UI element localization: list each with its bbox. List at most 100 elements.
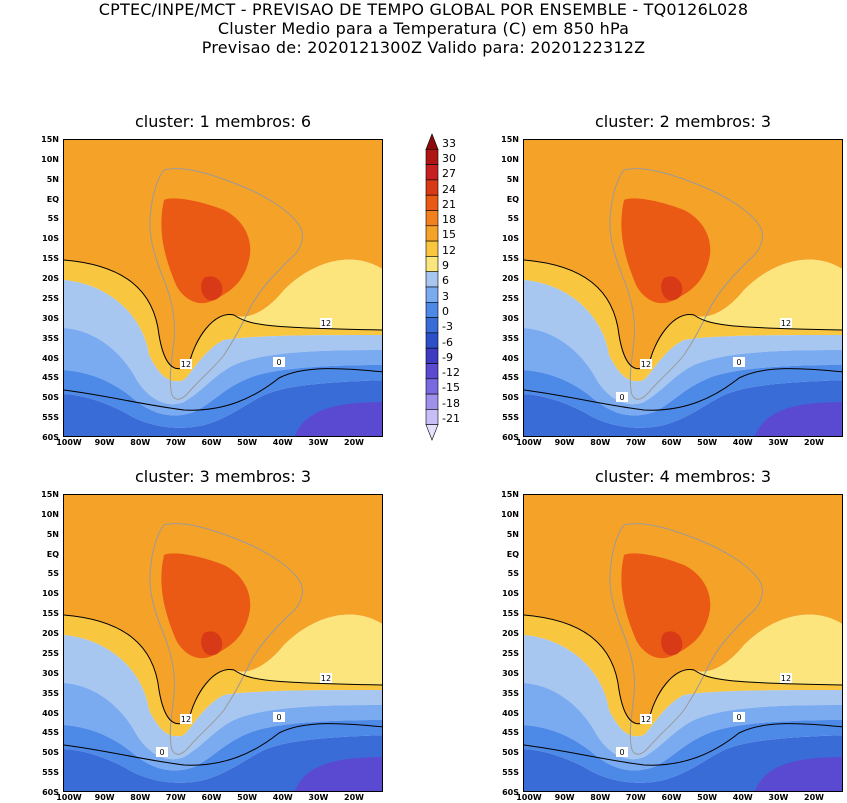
contour-label-bg xyxy=(640,359,652,369)
colorbar-swatch xyxy=(425,286,439,303)
contour-label: 12 xyxy=(181,360,191,369)
temperature-band xyxy=(754,757,842,791)
colorbar-label: 9 xyxy=(442,259,449,273)
lat-tick-label: 35S xyxy=(42,333,59,343)
contour-label: 12 xyxy=(641,360,651,369)
lat-tick-label: 5N xyxy=(506,529,519,539)
lat-tick-label: 25S xyxy=(42,293,59,303)
lat-tick-label: 5N xyxy=(46,174,59,184)
colorbar-swatches xyxy=(425,133,439,441)
lon-tick-label: 100W xyxy=(516,793,542,802)
lon-tick-label: 40W xyxy=(732,793,753,802)
colorbar-label: -9 xyxy=(442,350,453,364)
lat-tick-label: 20S xyxy=(502,274,519,284)
lon-tick-label: 60W xyxy=(201,793,222,802)
lat-tick-label: 5N xyxy=(46,529,59,539)
colorbar-swatch xyxy=(425,240,439,257)
lat-tick-label: 25S xyxy=(502,648,519,658)
contour-label-bg xyxy=(733,712,745,722)
lat-tick-label: 50S xyxy=(502,748,519,758)
lat-tick-label: 55S xyxy=(42,768,59,778)
lon-tick-label: 80W xyxy=(130,438,151,447)
temperature-band xyxy=(64,260,382,382)
temperature-map: 12 12 0 xyxy=(63,139,383,437)
lon-tick-label: 80W xyxy=(590,438,611,447)
colorbar-swatch xyxy=(425,317,439,334)
lat-tick-label: 15N xyxy=(41,135,59,144)
colorbar-swatch xyxy=(425,393,439,410)
lat-tick-label: 30S xyxy=(42,668,59,678)
lon-tick-label: 100W xyxy=(56,438,82,447)
contour-label: 0 xyxy=(276,713,281,722)
temperature-band xyxy=(694,614,842,685)
lon-tick-label: 100W xyxy=(516,438,542,447)
lat-tick-label: 30S xyxy=(502,313,519,323)
lat-tick-label: 35S xyxy=(42,688,59,698)
lat-tick-label: 60S xyxy=(42,788,59,797)
lon-tick-label: 60W xyxy=(661,438,682,447)
warm-core xyxy=(161,198,251,304)
colorbar-label: 21 xyxy=(442,197,456,211)
colorbar-swatch xyxy=(425,194,439,211)
lon-tick-label: 30W xyxy=(308,793,329,802)
lon-tick-label: 30W xyxy=(768,793,789,802)
colorbar-swatch xyxy=(425,363,439,380)
lat-tick-label: 20S xyxy=(502,629,519,639)
temperature-map: 12 12 0 0 xyxy=(523,139,843,437)
contour-label: 12 xyxy=(781,319,791,328)
contour-label-bg xyxy=(616,392,628,402)
temperature-band xyxy=(524,328,842,416)
contour-label: 12 xyxy=(321,674,331,683)
lat-tick-label: EQ xyxy=(506,549,519,559)
lat-tick-label: EQ xyxy=(46,549,59,559)
lat-tick-label: 10S xyxy=(42,589,59,599)
lat-tick-label: 20S xyxy=(42,274,59,284)
colorbar-label: 30 xyxy=(442,151,456,165)
lon-tick-label: 60W xyxy=(201,438,222,447)
lon-tick-label: 20W xyxy=(344,793,364,802)
lon-tick-label: 90W xyxy=(554,438,575,447)
continent-outline xyxy=(149,168,303,400)
contour-0 xyxy=(524,723,842,766)
contour-label-bg xyxy=(733,357,745,367)
temperature-band xyxy=(524,380,842,436)
temperature-band xyxy=(64,365,382,428)
lat-tick-label: 25S xyxy=(42,648,59,658)
temperature-band xyxy=(294,757,382,791)
lat-tick-label: 35S xyxy=(502,333,519,343)
lat-tick-label: 15N xyxy=(501,490,519,499)
colorbar-swatch xyxy=(425,347,439,364)
panel-title: cluster: 3 membros: 3 xyxy=(134,467,312,486)
lat-tick-label: EQ xyxy=(506,194,519,204)
contour-label: 12 xyxy=(181,715,191,724)
lat-tick-label: 30S xyxy=(42,313,59,323)
lat-tick-label: 10S xyxy=(502,589,519,599)
header-line-1: CPTEC/INPE/MCT - PREVISAO DE TEMPO GLOBA… xyxy=(98,0,749,19)
colorbar-label: 0 xyxy=(442,304,449,318)
temperature-band xyxy=(64,280,382,405)
temperature-band xyxy=(524,365,842,428)
contour-label: 0 xyxy=(619,748,624,757)
colorbar-swatch xyxy=(425,133,439,150)
warm-core-max xyxy=(201,276,223,301)
temperature-field: 12 12 0 xyxy=(64,140,382,436)
contour-0 xyxy=(524,368,842,411)
lon-tick-label: 90W xyxy=(94,438,115,447)
colorbar-label: -21 xyxy=(442,412,460,426)
lon-tick-label: 50W xyxy=(237,438,258,447)
lat-tick-label: 10N xyxy=(41,154,59,164)
contour-label-bg xyxy=(320,673,332,683)
lat-tick-label: 55S xyxy=(502,768,519,778)
panel-title: cluster: 4 membros: 3 xyxy=(594,467,772,486)
colorbar-swatch xyxy=(425,256,439,273)
lat-tick-label: 10N xyxy=(501,154,519,164)
lat-tick-label: 45S xyxy=(502,728,519,738)
contour-label-bg xyxy=(640,714,652,724)
colorbar-label: 15 xyxy=(442,228,456,242)
lat-tick-label: 60S xyxy=(42,433,59,442)
contour-label: 0 xyxy=(736,358,741,367)
colorbar-label: -12 xyxy=(442,366,460,380)
contour-label-bg xyxy=(156,747,168,757)
lat-tick-label: 45S xyxy=(502,373,519,383)
lat-tick-label: 55S xyxy=(502,413,519,423)
